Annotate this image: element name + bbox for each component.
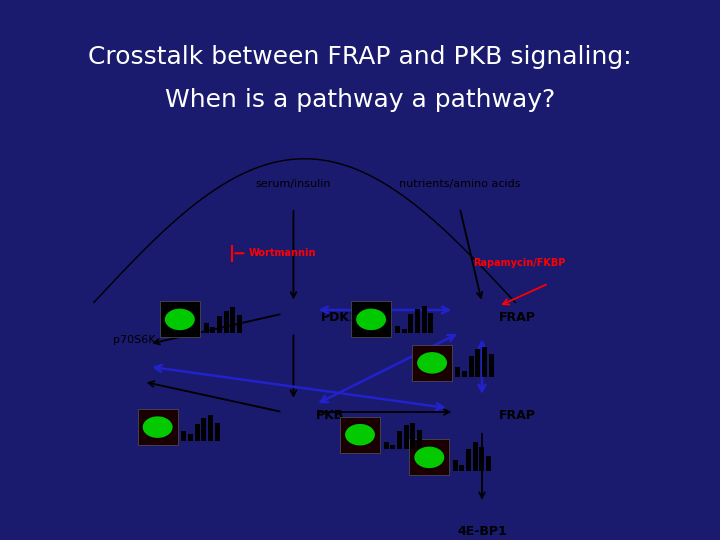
- Text: Wortmannin: Wortmannin: [249, 248, 317, 258]
- Bar: [480, 447, 484, 471]
- Bar: [462, 371, 467, 377]
- Text: serum/insulin: serum/insulin: [256, 179, 331, 189]
- FancyBboxPatch shape: [410, 440, 449, 475]
- Bar: [195, 424, 199, 441]
- Text: nutrients/amino acids: nutrients/amino acids: [399, 179, 521, 189]
- Text: PKB: PKB: [315, 409, 344, 422]
- Text: FRAP: FRAP: [499, 409, 536, 422]
- FancyBboxPatch shape: [412, 345, 452, 381]
- Bar: [237, 315, 242, 333]
- Bar: [204, 323, 209, 333]
- Bar: [415, 309, 420, 333]
- FancyBboxPatch shape: [340, 417, 380, 453]
- Bar: [404, 426, 409, 449]
- Bar: [482, 347, 487, 377]
- Bar: [466, 449, 471, 471]
- Bar: [486, 456, 491, 471]
- Ellipse shape: [345, 424, 375, 446]
- Bar: [188, 434, 193, 441]
- Bar: [421, 306, 426, 333]
- Bar: [408, 314, 413, 333]
- FancyBboxPatch shape: [351, 301, 391, 338]
- Ellipse shape: [356, 309, 386, 330]
- Bar: [208, 415, 213, 441]
- Bar: [453, 460, 458, 471]
- Ellipse shape: [143, 416, 173, 438]
- Text: p70S6K: p70S6K: [113, 335, 156, 345]
- Bar: [402, 329, 407, 333]
- Bar: [181, 430, 186, 441]
- Text: 4E-BP1: 4E-BP1: [457, 525, 507, 538]
- Bar: [210, 327, 215, 333]
- Bar: [384, 442, 389, 449]
- Bar: [397, 430, 402, 449]
- Bar: [395, 326, 400, 333]
- Bar: [202, 418, 207, 441]
- Ellipse shape: [165, 309, 195, 330]
- Bar: [390, 445, 395, 449]
- Bar: [469, 356, 474, 377]
- Bar: [475, 348, 480, 377]
- Text: Rapamycin/FKBP: Rapamycin/FKBP: [473, 258, 565, 268]
- Bar: [410, 423, 415, 449]
- Bar: [489, 354, 494, 377]
- Bar: [417, 430, 422, 449]
- FancyBboxPatch shape: [138, 409, 178, 445]
- Bar: [455, 367, 460, 377]
- Text: FRAP: FRAP: [499, 311, 536, 324]
- Ellipse shape: [417, 352, 447, 374]
- Bar: [217, 316, 222, 333]
- Bar: [459, 464, 464, 471]
- Bar: [472, 442, 477, 471]
- Text: PDK1: PDK1: [321, 311, 359, 324]
- Ellipse shape: [414, 447, 444, 468]
- Text: When is a pathway a pathway?: When is a pathway a pathway?: [165, 88, 555, 112]
- Text: Crosstalk between FRAP and PKB signaling:: Crosstalk between FRAP and PKB signaling…: [88, 45, 632, 69]
- Bar: [215, 423, 220, 441]
- Bar: [230, 307, 235, 333]
- Bar: [428, 313, 433, 333]
- Bar: [224, 310, 229, 333]
- FancyBboxPatch shape: [160, 301, 199, 338]
